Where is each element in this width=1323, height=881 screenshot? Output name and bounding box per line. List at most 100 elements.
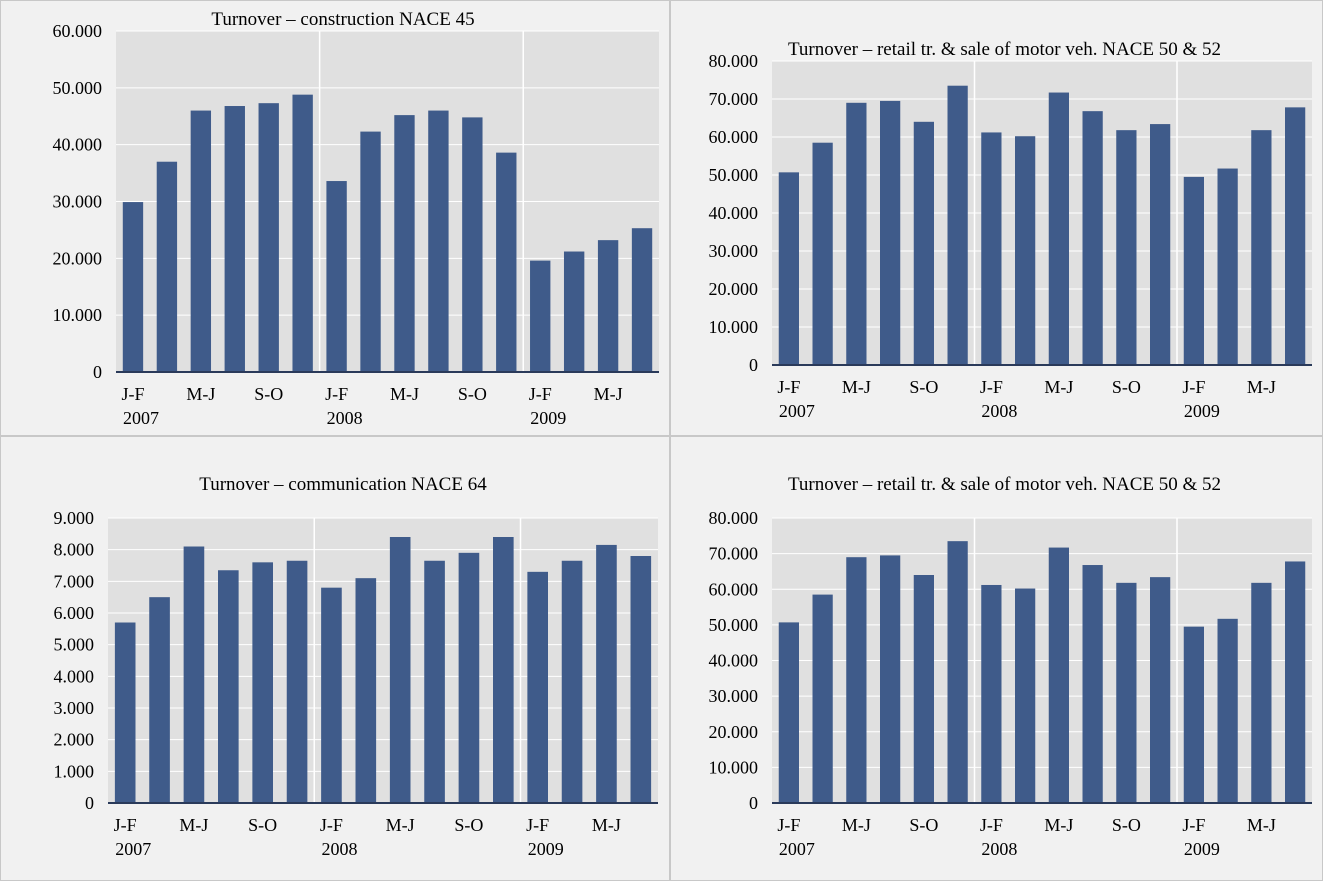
x-tick-label: M-J	[1247, 377, 1276, 397]
y-tick-label: 30.000	[709, 686, 759, 706]
y-tick-label: 8.000	[54, 540, 95, 560]
chart-svg: 0 10.000 20.000 30.000 40.000 50.000 60.000 J-F…	[53, 9, 659, 428]
y-tick-label: 40.000	[709, 651, 759, 671]
bar	[846, 557, 867, 803]
x-tick-label: J-F	[325, 384, 348, 404]
y-tick-label: 6.000	[54, 603, 95, 623]
y-tick-label: 30.000	[709, 241, 759, 261]
bar	[630, 556, 652, 803]
x-tick-label: J-F	[1182, 815, 1205, 835]
bar	[981, 584, 1002, 803]
bar	[527, 571, 548, 803]
bar	[286, 560, 308, 803]
y-tick-label: 4.000	[54, 666, 95, 686]
bar	[326, 181, 347, 372]
x-year-label: 2008	[327, 408, 363, 428]
x-year-label: 2007	[115, 839, 151, 859]
x-tick-label: J-F	[980, 377, 1003, 397]
bar	[1251, 582, 1272, 803]
bar	[596, 544, 617, 803]
y-tick-label: 60.000	[53, 21, 103, 41]
bar	[981, 132, 1002, 365]
bar	[913, 121, 934, 365]
x-tick-label: M-J	[594, 384, 623, 404]
x-year-label: 2007	[779, 839, 815, 859]
y-tick-label: 10.000	[709, 757, 759, 777]
bar	[496, 152, 517, 372]
bar	[778, 172, 799, 365]
y-tick-label: 50.000	[53, 78, 103, 98]
y-tick-label: 9.000	[54, 508, 95, 528]
x-tick-label: M-J	[179, 815, 208, 835]
bar	[597, 240, 619, 372]
x-tick-label: J-F	[526, 815, 549, 835]
bar	[1048, 92, 1069, 365]
y-tick-label: 20.000	[709, 279, 759, 299]
x-tick-label: M-J	[390, 384, 419, 404]
y-tick-label: 70.000	[709, 89, 759, 109]
bar	[122, 202, 144, 372]
chart-panel-construction: 0 10.000 20.000 30.000 40.000 50.000 60.000 J-F…	[0, 0, 670, 436]
bar	[1217, 618, 1238, 803]
x-tick-label: J-F	[320, 815, 343, 835]
y-tick-label: 60.000	[709, 579, 759, 599]
y-tick-label: 70.000	[709, 544, 759, 564]
x-tick-label: S-O	[254, 384, 283, 404]
x-year-label: 2009	[530, 408, 566, 428]
chart-panel-retail-bottom: 0 10.000 20.000 30.000 40.000 50.000 60.000 70.…	[670, 436, 1323, 881]
bar	[428, 110, 449, 373]
bar	[947, 85, 968, 365]
x-tick-label: J-F	[777, 377, 800, 397]
bar	[1183, 176, 1204, 365]
chart-svg: 0 1.000 2.000 3.000 4.000 5.000 6.000 7.000 8.00…	[54, 474, 658, 859]
bar	[183, 546, 205, 803]
bar	[458, 552, 480, 803]
x-tick-label: M-J	[842, 377, 871, 397]
x-tick-label: S-O	[1112, 377, 1141, 397]
bar	[563, 251, 585, 372]
x-year-label: 2009	[528, 839, 564, 859]
y-tick-label: 0	[749, 793, 758, 813]
x-year-label: 2007	[779, 401, 815, 421]
x-tick-label: J-F	[529, 384, 552, 404]
bar	[493, 537, 514, 803]
y-tick-label: 3.000	[54, 698, 95, 718]
x-tick-label: J-F	[980, 815, 1003, 835]
y-tick-label: 20.000	[709, 722, 759, 742]
chart-title: Turnover – construction NACE 45	[211, 9, 474, 30]
y-tick-label: 40.000	[709, 203, 759, 223]
x-tick-label: S-O	[248, 815, 277, 835]
chart-svg: 0 10.000 20.000 30.000 40.000 50.000 60.000 70.…	[709, 474, 1312, 859]
bar	[292, 94, 313, 373]
bar	[355, 578, 377, 803]
bar	[1150, 577, 1171, 803]
x-year-label: 2008	[981, 839, 1017, 859]
chart-panel-retail-top: 0 10.000 20.000 30.000 40.000 50.000 60.000 70.…	[670, 0, 1323, 436]
y-tick-label: 80.000	[709, 508, 759, 528]
y-tick-label: 0	[749, 355, 758, 375]
x-tick-label: M-J	[186, 384, 215, 404]
bar	[321, 587, 342, 803]
x-tick-label: S-O	[909, 815, 938, 835]
bar	[561, 560, 583, 803]
y-tick-label: 2.000	[54, 730, 95, 750]
x-tick-label: J-F	[114, 815, 137, 835]
bar	[1217, 168, 1238, 365]
bar	[252, 562, 273, 803]
bar	[846, 102, 867, 366]
x-tick-label: J-F	[1182, 377, 1205, 397]
bar	[778, 622, 799, 803]
y-tick-label: 10.000	[709, 317, 759, 337]
bar	[224, 106, 245, 373]
y-tick-label: 60.000	[709, 127, 759, 147]
y-tick-label: 50.000	[709, 615, 759, 635]
bar	[1015, 588, 1036, 803]
x-tick-label: J-F	[777, 815, 800, 835]
bar	[1015, 136, 1036, 365]
bar	[1116, 130, 1137, 365]
bar	[424, 560, 445, 803]
y-tick-label: 30.000	[53, 192, 103, 212]
y-tick-label: 5.000	[54, 635, 95, 655]
bar	[190, 110, 212, 373]
